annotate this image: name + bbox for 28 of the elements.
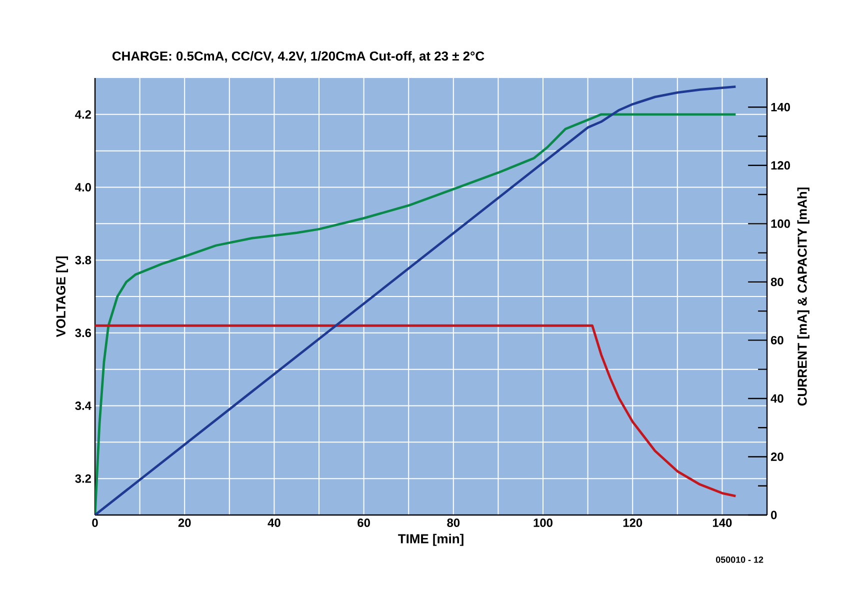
- y2-tick-label: 80: [770, 278, 784, 286]
- y2-axis-title: CURRENT [mA] & CAPACITY [mAh]: [797, 188, 810, 406]
- x-tick-label: 40: [268, 518, 280, 527]
- x-tick-label: 140: [712, 518, 732, 527]
- y2-tick-label: 20: [770, 452, 784, 461]
- x-tick-label: 0: [92, 518, 98, 527]
- y2-tick-label: 40: [770, 394, 784, 403]
- text: 050010 - 12: [716, 556, 764, 563]
- y-axis-title: VOLTAGE [V]: [56, 256, 68, 338]
- y-tick-label: 3.8: [75, 256, 92, 264]
- y-tick-label: 3.4: [75, 402, 92, 410]
- y2-tick-label: 120: [771, 161, 790, 170]
- line-series: [95, 324, 737, 498]
- x-tick-label: 60: [358, 518, 370, 527]
- y2-tick-label: 140: [771, 102, 790, 112]
- x-tick-label: 120: [623, 518, 642, 527]
- x-axis-title: TIME [min]: [398, 534, 464, 546]
- y-tick-label: 3.2: [75, 474, 92, 483]
- x-tick-label: 20: [178, 518, 191, 527]
- chart-title: CHARGE: 0.5CmA, CC/CV, 4.2V, 1/20CmA Cut-off, at 23 ± 2°C: [112, 51, 484, 63]
- y2-tick-label: 0: [771, 510, 777, 520]
- x-tick-label: 100: [534, 518, 552, 527]
- y2-tick-label: 100: [771, 219, 790, 228]
- x-tick-label: 80: [447, 518, 460, 527]
- y2-tick-label: 60: [770, 336, 784, 344]
- y-tick-label: 3.6: [75, 328, 92, 338]
- y-tick-label: 4.0: [75, 183, 91, 192]
- y-tick-label: 4.2: [75, 110, 92, 119]
